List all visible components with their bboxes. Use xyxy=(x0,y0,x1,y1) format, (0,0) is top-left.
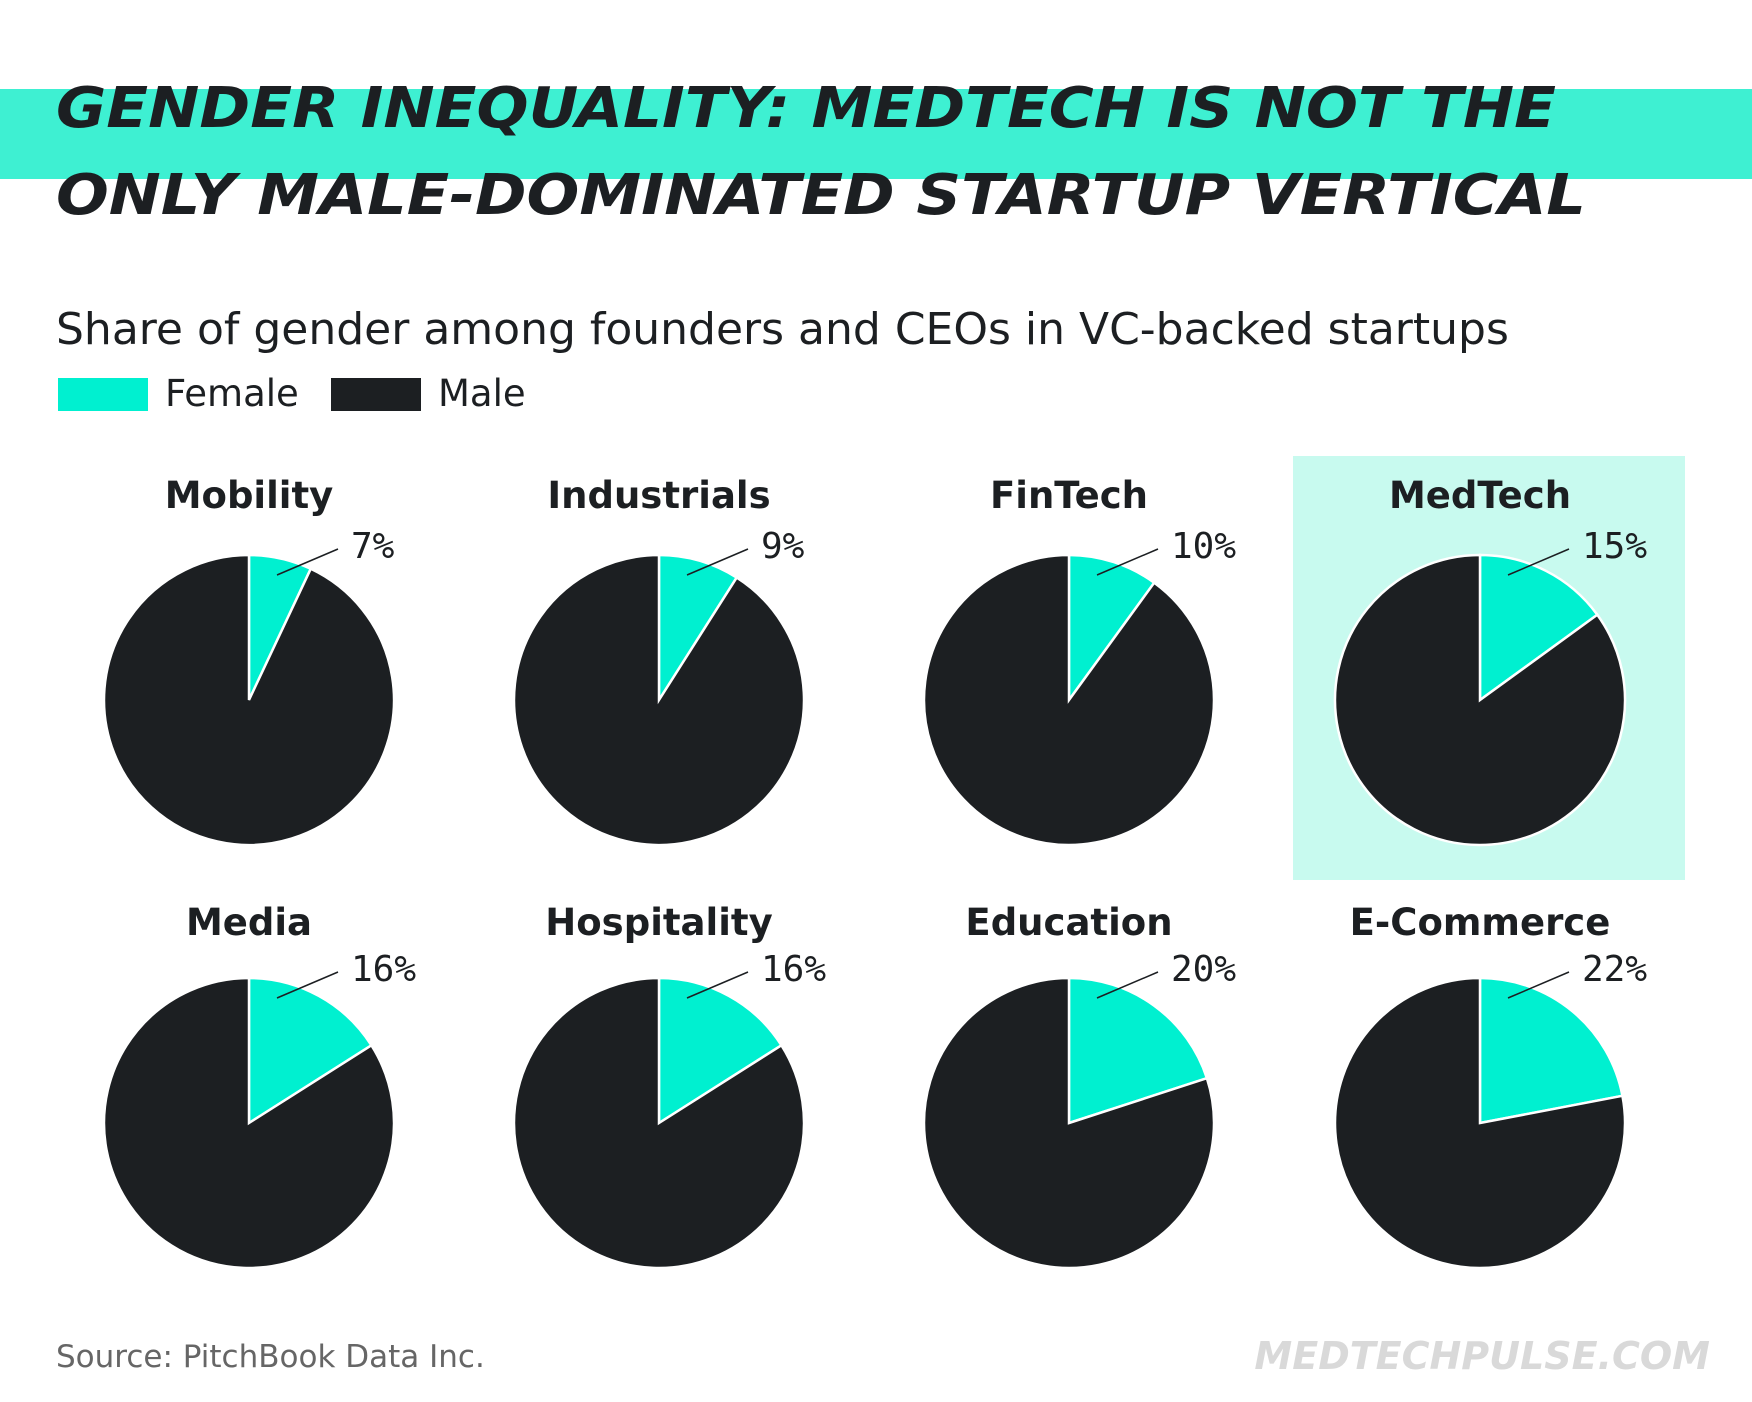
leader-line xyxy=(1507,971,1570,999)
pie-slice xyxy=(1478,553,1600,703)
data-label: 7% xyxy=(351,526,395,567)
leader-line xyxy=(686,548,749,576)
pie-slice xyxy=(102,553,396,847)
data-label: 9% xyxy=(761,526,805,567)
data-label: 16% xyxy=(351,949,416,990)
pie-slice xyxy=(247,976,374,1126)
title-band xyxy=(0,89,1752,179)
pie-slice xyxy=(512,976,806,1270)
pie-slice xyxy=(657,976,784,1126)
data-label: 15% xyxy=(1582,526,1647,567)
legend-label: Male xyxy=(438,372,526,415)
pie-slice xyxy=(102,976,396,1270)
pie-slice xyxy=(1478,976,1624,1125)
data-label: 16% xyxy=(761,949,826,990)
pie-title: E-Commerce xyxy=(1350,901,1611,944)
data-label: 10% xyxy=(1171,526,1236,567)
leader-line xyxy=(686,971,749,999)
pie-slice xyxy=(657,553,739,705)
pie-slice xyxy=(512,553,806,847)
legend-label: Female xyxy=(165,372,299,415)
leader-line xyxy=(276,971,339,999)
pie-slice xyxy=(1067,976,1209,1125)
pie-title: Education xyxy=(965,901,1172,944)
leader-line xyxy=(276,548,339,576)
data-label: 22% xyxy=(1582,949,1647,990)
pie-slice xyxy=(1333,976,1627,1270)
pie-title: MedTech xyxy=(1389,474,1571,517)
pie-title: Industrials xyxy=(547,474,770,517)
pie-slice xyxy=(1333,553,1627,847)
data-label: 20% xyxy=(1171,949,1236,990)
chart-subtitle: Share of gender among founders and CEOs … xyxy=(56,304,1509,355)
pie-slice xyxy=(922,976,1216,1270)
pie-title: Mobility xyxy=(165,474,334,517)
chart-title: ONLY MALE-DOMINATED STARTUP VERTICAL xyxy=(56,163,1586,228)
legend-swatch xyxy=(58,378,148,411)
pie-slice xyxy=(922,553,1216,847)
brand: MEDTECHPULSE.COM xyxy=(1254,1334,1710,1378)
legend-swatch xyxy=(331,378,421,411)
source: Source: PitchBook Data Inc. xyxy=(56,1339,485,1375)
pie-title: Media xyxy=(186,901,312,944)
pie-title: FinTech xyxy=(990,474,1148,517)
leader-line xyxy=(1096,971,1159,999)
leader-line xyxy=(1096,548,1159,576)
chart-title: GENDER INEQUALITY: MEDTECH IS NOT THE xyxy=(56,76,1556,141)
pie-slice xyxy=(1067,553,1156,704)
leader-line xyxy=(1507,548,1570,576)
pie-title: Hospitality xyxy=(545,901,772,944)
